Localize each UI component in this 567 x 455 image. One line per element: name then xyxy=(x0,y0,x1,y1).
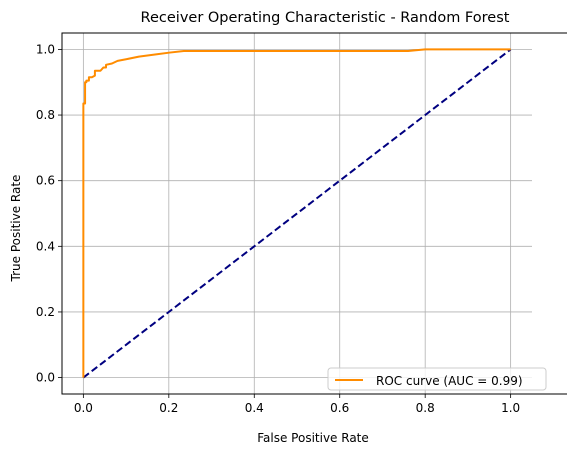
x-ticks: 0.0 0.2 0.4 0.6 0.8 1.0 xyxy=(74,394,520,415)
x-tick-label-2: 0.4 xyxy=(245,401,264,415)
x-tick-label-4: 0.8 xyxy=(416,401,435,415)
y-tick-label-5: 1.0 xyxy=(36,42,55,56)
x-tick-label-3: 0.6 xyxy=(330,401,349,415)
legend-label-roc: ROC curve (AUC = 0.99) xyxy=(376,374,523,388)
y-ticks: 0.0 0.2 0.4 0.6 0.8 1.0 xyxy=(36,42,62,385)
y-tick-label-4: 0.8 xyxy=(36,108,55,122)
roc-curve-line xyxy=(82,48,511,378)
y-tick-label-1: 0.2 xyxy=(36,305,55,319)
legend-box xyxy=(327,367,547,391)
series-lines xyxy=(82,48,512,379)
x-axis-label: False Positive Rate xyxy=(257,431,369,445)
x-tick-label-5: 1.0 xyxy=(501,401,520,415)
y-axis-label: True Positive Rate xyxy=(9,175,23,283)
plot-frame xyxy=(61,32,567,395)
y-tick-label-3: 0.6 xyxy=(36,174,55,188)
x-tick-label-0: 0.0 xyxy=(74,401,93,415)
chart-title: Receiver Operating Characteristic - Rand… xyxy=(141,10,510,26)
y-tick-label-2: 0.4 xyxy=(36,239,55,253)
grid xyxy=(62,33,532,394)
y-tick-label-0: 0.0 xyxy=(36,371,55,385)
x-tick-label-1: 0.2 xyxy=(159,401,178,415)
chance-diagonal-line xyxy=(82,48,512,379)
legend: ROC curve (AUC = 0.99) xyxy=(327,367,547,391)
